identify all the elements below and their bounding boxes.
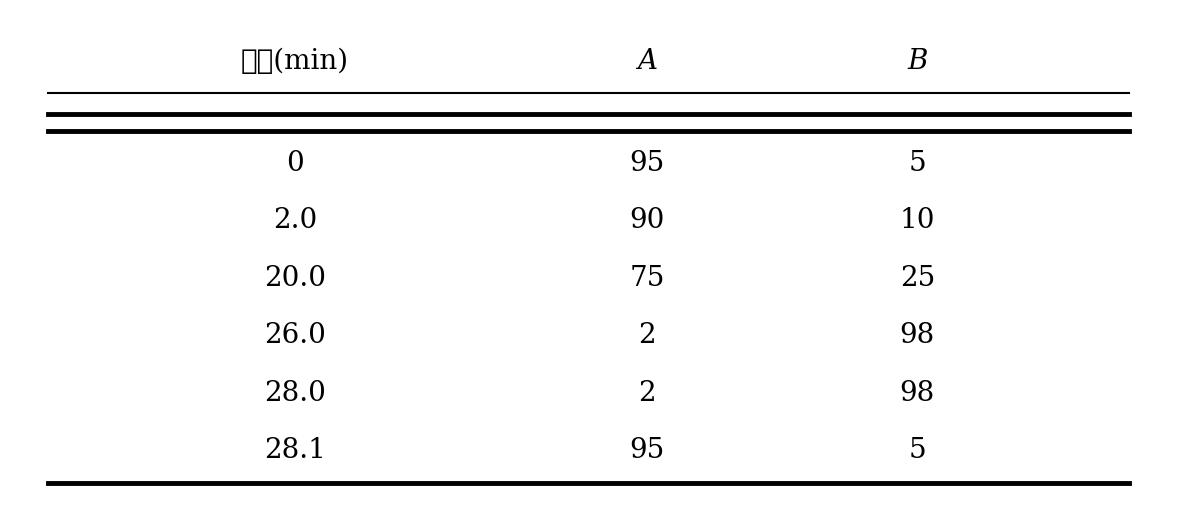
Text: 25: 25 xyxy=(899,264,935,291)
Text: 时间(min): 时间(min) xyxy=(241,48,350,75)
Text: 28.0: 28.0 xyxy=(264,379,326,406)
Text: 2.0: 2.0 xyxy=(273,207,317,234)
Text: B: B xyxy=(907,48,927,75)
Text: 2: 2 xyxy=(638,379,656,406)
Text: A: A xyxy=(637,48,657,75)
Text: 28.1: 28.1 xyxy=(264,436,326,463)
Text: 20.0: 20.0 xyxy=(264,264,326,291)
Text: 90: 90 xyxy=(630,207,665,234)
Text: 75: 75 xyxy=(630,264,665,291)
Text: 95: 95 xyxy=(630,436,665,463)
Text: 95: 95 xyxy=(630,149,665,177)
Text: 2: 2 xyxy=(638,322,656,348)
Text: 5: 5 xyxy=(909,149,926,177)
Text: 10: 10 xyxy=(899,207,935,234)
Text: 98: 98 xyxy=(899,379,935,406)
Text: 0: 0 xyxy=(286,149,304,177)
Text: 5: 5 xyxy=(909,436,926,463)
Text: 98: 98 xyxy=(899,322,935,348)
Text: 26.0: 26.0 xyxy=(264,322,326,348)
